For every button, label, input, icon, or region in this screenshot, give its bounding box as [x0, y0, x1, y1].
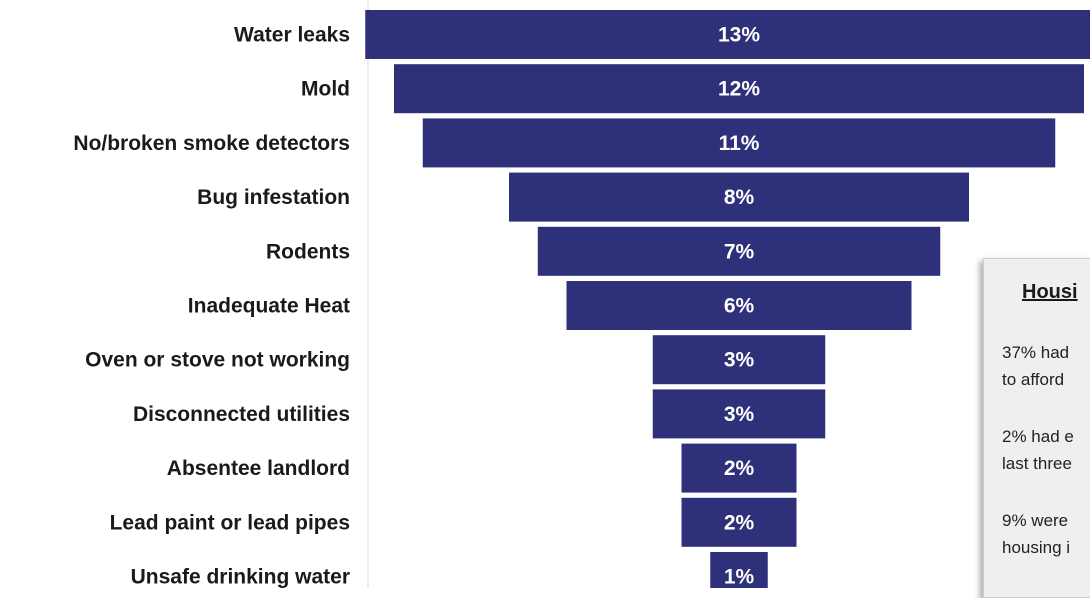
category-label-10: Unsafe drinking water: [131, 566, 350, 589]
callout-item-3: 9% were housing i: [1002, 507, 1090, 561]
category-label-7: Disconnected utilities: [133, 403, 350, 426]
bar-5: [566, 281, 912, 330]
callout-item-1-line2: to afford: [1002, 370, 1065, 389]
category-label-3: Bug infestation: [197, 186, 350, 209]
category-label-5: Inadequate Heat: [188, 295, 350, 318]
bar-6: [652, 335, 826, 385]
category-label-1: Mold: [301, 78, 350, 101]
category-label-4: Rodents: [266, 240, 350, 263]
bar-value-label-9: 2%: [724, 511, 755, 534]
bar-value-label-1: 12%: [718, 78, 760, 101]
category-labels-layer: Water leaks Mold No/broken smoke detectors…: [73, 24, 350, 589]
category-label-0: Water leaks: [234, 24, 350, 47]
category-label-2: No/broken smoke detectors: [73, 132, 350, 155]
callout-item-1: 37% had to afford: [1002, 339, 1090, 393]
callout-item-3-line2: housing i: [1002, 538, 1071, 557]
bar-value-label-10: 1%: [724, 566, 755, 589]
callout-item-2: 2% had e last three: [1002, 423, 1090, 477]
bar-value-label-5: 6%: [724, 295, 755, 318]
housing-callout-box: Housi 37% had to afford 2% had e last th…: [983, 258, 1090, 598]
bar-8: [681, 443, 797, 493]
bar-value-label-7: 3%: [724, 403, 755, 426]
callout-item-2-line2: last three: [1002, 454, 1072, 473]
bar-2: [422, 118, 1056, 168]
category-label-9: Lead paint or lead pipes: [110, 511, 350, 534]
category-label-6: Oven or stove not working: [85, 349, 350, 372]
category-label-8: Absentee landlord: [167, 457, 350, 480]
bar-value-label-4: 7%: [724, 240, 755, 263]
bar-1: [394, 64, 1084, 114]
bar-9: [681, 497, 797, 547]
bar-4: [537, 226, 941, 276]
bar-value-label-6: 3%: [724, 349, 755, 372]
callout-item-3-line1: 9% were: [1002, 511, 1069, 530]
bar-3: [509, 172, 969, 222]
bar-value-label-3: 8%: [724, 186, 755, 209]
callout-title: Housi: [1022, 281, 1078, 303]
bar-10: [710, 552, 768, 588]
bars-layer: 13% 12% 11% 8% 7% 6% 3% 3% 2% 2% 1%: [365, 10, 1090, 588]
bar-7: [652, 389, 826, 439]
bar-value-label-0: 13%: [718, 24, 760, 47]
bar-0: [365, 10, 1090, 59]
bar-value-label-2: 11%: [719, 132, 760, 155]
bar-value-label-8: 2%: [724, 457, 755, 480]
callout-item-1-line1: 37% had: [1002, 343, 1070, 362]
callout-item-2-line1: 2% had e: [1002, 427, 1074, 446]
